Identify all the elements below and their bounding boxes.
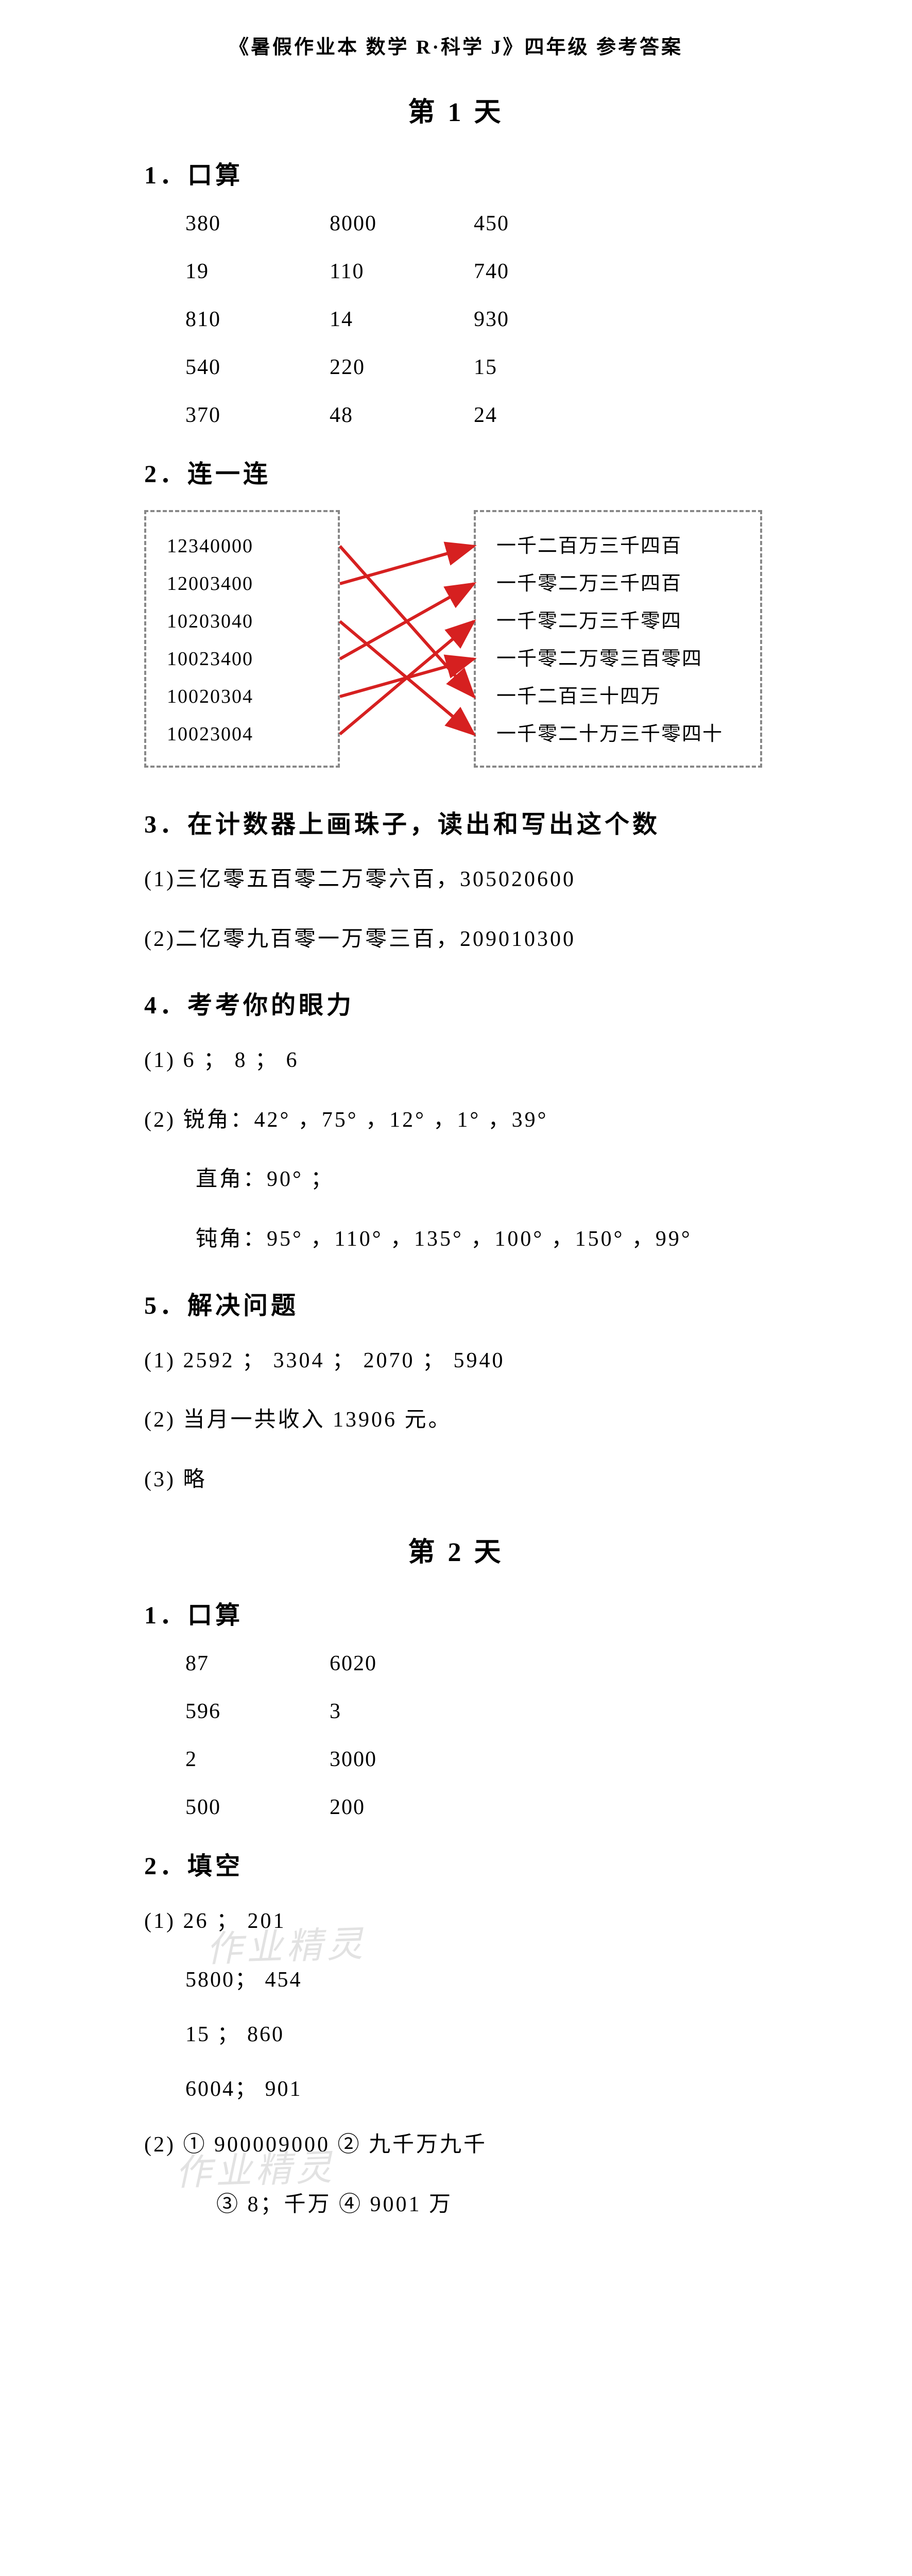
answer-line: (1) 6 ； 8 ； 6 xyxy=(144,1041,768,1080)
match-right-item: 一千零二万三千零四 xyxy=(496,603,739,640)
answer-line: (1) 2592 ； 3304 ； 2070 ； 5940 xyxy=(144,1342,768,1381)
calc-cell: 930 xyxy=(474,307,618,332)
calc-cell: 15 xyxy=(474,355,618,380)
calc-cell: 3 xyxy=(330,1699,474,1724)
calc-cell: 370 xyxy=(185,403,330,428)
day1-s2-title: 2．连一连 xyxy=(144,453,768,489)
day1-calc-table: 380 8000 450 19 110 740 810 14 930 540 2… xyxy=(185,211,768,428)
calc-cell: 6020 xyxy=(330,1651,474,1676)
match-left-item: 10020304 xyxy=(167,678,317,716)
table-row: 19 110 740 xyxy=(185,259,768,284)
table-row: 380 8000 450 xyxy=(185,211,768,236)
day2-s1-title: 1．口算 xyxy=(144,1595,768,1631)
day1-s1-title: 1．口算 xyxy=(144,155,768,191)
day1-s3-title: 3．在计数器上画珠子，读出和写出这个数 xyxy=(144,804,768,840)
calc-cell: 2 xyxy=(185,1747,330,1772)
answer-line: 5800； 454 xyxy=(185,1962,768,1993)
day2-title: 第 2 天 xyxy=(144,1530,768,1569)
calc-cell: 450 xyxy=(474,211,618,236)
day1-title: 第 1 天 xyxy=(144,90,768,129)
table-row: 370 48 24 xyxy=(185,403,768,428)
answer-line: (3) 略 xyxy=(144,1461,768,1500)
calc-cell: 3000 xyxy=(330,1747,474,1772)
calc-cell: 14 xyxy=(330,307,474,332)
table-row: 596 3 xyxy=(185,1699,768,1724)
table-row: 2 3000 xyxy=(185,1747,768,1772)
table-row: 500 200 xyxy=(185,1795,768,1820)
answer-line: (2) 锐角：42° ，75° ，12° ，1° ，39° xyxy=(144,1101,768,1140)
table-row: 540 220 15 xyxy=(185,355,768,380)
calc-cell: 740 xyxy=(474,259,618,284)
day1-s5-title: 5．解决问题 xyxy=(144,1285,768,1321)
match-left-item: 12340000 xyxy=(167,528,317,565)
table-row: 87 6020 xyxy=(185,1651,768,1676)
fill-block: 5800； 454 15 ； 860 6004； 901 xyxy=(185,1962,768,2103)
calc-cell: 24 xyxy=(474,403,618,428)
match-right-item: 一千零二十万三千零四十 xyxy=(496,716,739,753)
match-left-item: 10023400 xyxy=(167,640,317,678)
calc-cell: 87 xyxy=(185,1651,330,1676)
calc-cell: 500 xyxy=(185,1795,330,1820)
answer-line: (2)二亿零九百零一万零三百，209010300 xyxy=(144,920,768,959)
answer-line: 6004； 901 xyxy=(185,2071,768,2103)
match-right-item: 一千零二万零三百零四 xyxy=(496,640,739,678)
match-right-item: 一千零二万三千四百 xyxy=(496,565,739,603)
match-left-item: 12003400 xyxy=(167,565,317,603)
calc-cell: 200 xyxy=(330,1795,474,1820)
calc-cell: 110 xyxy=(330,259,474,284)
day2-s2-title: 2．填空 xyxy=(144,1845,768,1882)
calc-cell: 19 xyxy=(185,259,330,284)
answer-line: ③ 8；千万 ④ 9001 万 xyxy=(216,2185,768,2225)
match-left-item: 10023004 xyxy=(167,716,317,753)
answer-line: 直角：90° ； xyxy=(196,1160,768,1199)
matching-diagram: 12340000 12003400 10203040 10023400 1002… xyxy=(144,510,762,778)
calc-cell: 380 xyxy=(185,211,330,236)
day2-calc-table: 87 6020 596 3 2 3000 500 200 xyxy=(185,1651,768,1820)
match-right-box: 一千二百万三千四百 一千零二万三千四百 一千零二万三千零四 一千零二万零三百零四… xyxy=(474,510,762,768)
document-header: 《暑假作业本 数学 R·科学 J》四年级 参考答案 xyxy=(144,31,768,59)
calc-cell: 810 xyxy=(185,307,330,332)
match-right-item: 一千二百三十四万 xyxy=(496,678,739,716)
match-right-item: 一千二百万三千四百 xyxy=(496,528,739,565)
answer-line: 钝角：95° ，110° ，135° ，100° ，150° ，99° xyxy=(196,1220,768,1259)
calc-cell: 8000 xyxy=(330,211,474,236)
answer-line: (2) 当月一共收入 13906 元。 xyxy=(144,1401,768,1440)
match-left-item: 10203040 xyxy=(167,603,317,640)
answer-line: (2) ① 900009000 ② 九千万九千 xyxy=(144,2126,768,2165)
calc-cell: 220 xyxy=(330,355,474,380)
table-row: 810 14 930 xyxy=(185,307,768,332)
calc-cell: 48 xyxy=(330,403,474,428)
calc-cell: 596 xyxy=(185,1699,330,1724)
match-left-box: 12340000 12003400 10203040 10023400 1002… xyxy=(144,510,340,768)
answer-line: 15 ； 860 xyxy=(185,2016,768,2048)
day1-s4-title: 4．考考你的眼力 xyxy=(144,985,768,1021)
calc-cell: 540 xyxy=(185,355,330,380)
answer-line: (1)三亿零五百零二万零六百，305020600 xyxy=(144,860,768,900)
answer-line: (1) 26 ； 201 xyxy=(144,1902,768,1941)
